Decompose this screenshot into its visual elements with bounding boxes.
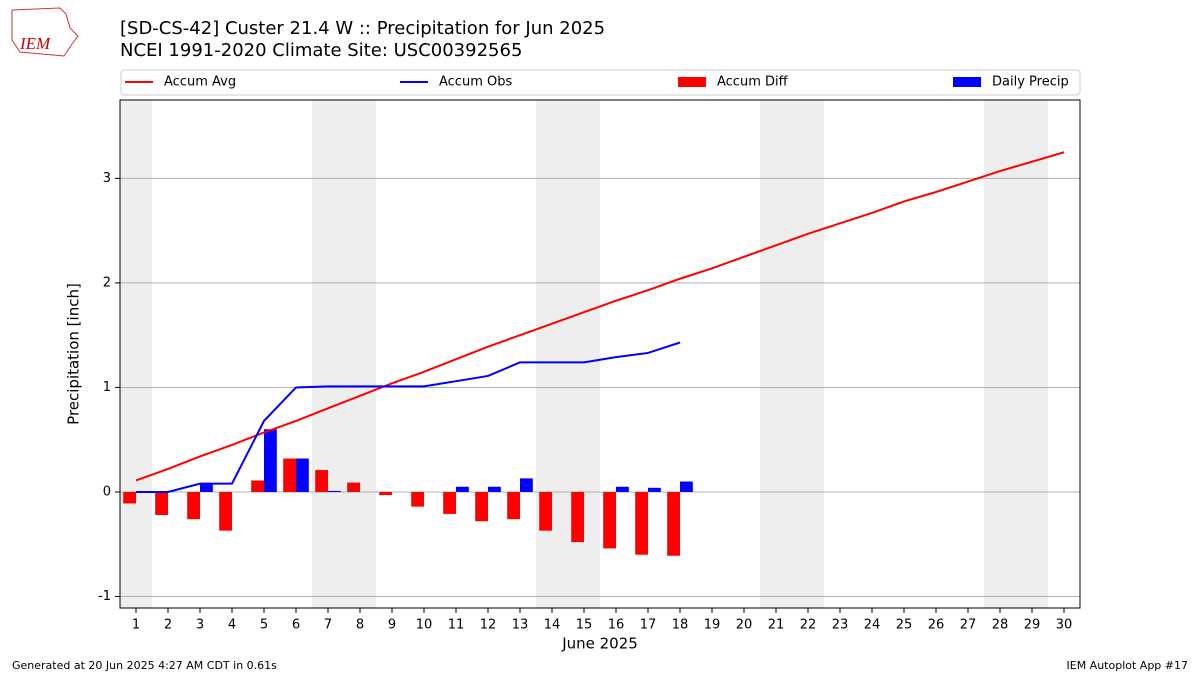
bar	[456, 486, 469, 492]
legend-box	[120, 69, 1081, 96]
bar	[635, 491, 648, 555]
x-tick-label: 20	[736, 618, 753, 633]
bar	[379, 491, 392, 496]
x-tick-label: 3	[196, 618, 204, 633]
x-axis-label: June 2025	[561, 635, 638, 653]
bar	[200, 483, 213, 492]
chart-subtitle: NCEI 1991-2020 Climate Site: USC00392565	[120, 40, 522, 61]
y-tick-label: 2	[103, 275, 111, 290]
bar	[219, 491, 232, 531]
legend-label: Accum Obs	[439, 75, 512, 90]
bar	[411, 491, 424, 507]
bar	[443, 491, 456, 514]
x-tick-label: 10	[416, 618, 433, 633]
x-tick-label: 6	[292, 618, 300, 633]
logo-text: IEM	[19, 34, 51, 53]
bar	[123, 491, 136, 504]
legend-label: Accum Diff	[717, 75, 789, 90]
x-tick-label: 9	[388, 618, 396, 633]
x-tick-label: 1	[132, 618, 140, 633]
bar	[667, 491, 680, 556]
x-tick-label: 18	[672, 618, 689, 633]
bar	[283, 458, 296, 492]
footer-left: Generated at 20 Jun 2025 4:27 AM CDT in …	[12, 659, 277, 672]
x-tick-label: 7	[324, 618, 332, 633]
y-tick-label: 1	[103, 380, 111, 395]
bar	[155, 491, 168, 515]
bar	[475, 491, 488, 522]
bar	[488, 486, 501, 492]
y-axis-label: Precipitation [inch]	[65, 283, 83, 425]
y-tick-label: -1	[98, 589, 111, 604]
x-tick-label: 11	[448, 618, 465, 633]
bar	[315, 470, 328, 492]
y-tick-label: 0	[103, 484, 111, 499]
bar	[603, 491, 616, 549]
x-tick-label: 14	[544, 618, 561, 633]
weekend-band	[760, 100, 824, 608]
plot-frame	[119, 99, 1081, 609]
x-tick-label: 25	[896, 618, 913, 633]
legend-label: Daily Precip	[992, 75, 1069, 90]
bar	[347, 482, 360, 492]
x-tick-label: 16	[608, 618, 625, 633]
y-tick-label: 3	[103, 171, 111, 186]
x-tick-label: 27	[960, 618, 977, 633]
line	[135, 151, 1065, 482]
bar	[680, 481, 693, 492]
weekend-band	[536, 100, 600, 608]
logo-outline	[11, 7, 79, 57]
legend-swatch	[953, 77, 981, 87]
legend-swatch	[678, 77, 706, 87]
x-tick-label: 26	[928, 618, 945, 633]
line	[136, 341, 681, 493]
footer-right: IEM Autoplot App #17	[1067, 659, 1189, 672]
logo: IEM	[11, 7, 79, 57]
x-tick-label: 21	[768, 618, 785, 633]
weekend-band	[984, 100, 1048, 608]
x-tick-label: 24	[864, 618, 881, 633]
bar	[539, 491, 552, 531]
legend-label: Accum Avg	[164, 75, 236, 90]
weekend-band	[312, 100, 376, 608]
bar	[648, 487, 661, 492]
bar	[520, 478, 533, 492]
x-tick-label: 22	[800, 618, 817, 633]
x-tick-label: 4	[228, 618, 236, 633]
x-tick-label: 17	[640, 618, 657, 633]
bar	[251, 480, 264, 492]
x-tick-label: 19	[704, 618, 721, 633]
x-tick-label: 8	[356, 618, 364, 633]
bar	[296, 458, 309, 492]
x-tick-label: 13	[512, 618, 529, 633]
x-tick-label: 5	[260, 618, 268, 633]
x-tick-label: 29	[1024, 618, 1041, 633]
weekend-band	[120, 100, 152, 608]
bar	[507, 491, 520, 520]
bar	[187, 491, 200, 520]
bar	[571, 491, 584, 543]
bar	[616, 486, 629, 492]
x-tick-label: 12	[480, 618, 497, 633]
x-tick-label: 2	[164, 618, 172, 633]
x-tick-label: 30	[1056, 618, 1073, 633]
x-tick-label: 23	[832, 618, 849, 633]
bar	[264, 429, 277, 492]
chart-title: [SD-CS-42] Custer 21.4 W :: Precipitatio…	[120, 18, 605, 39]
bar	[328, 490, 341, 492]
x-tick-label: 28	[992, 618, 1009, 633]
x-tick-label: 15	[576, 618, 593, 633]
